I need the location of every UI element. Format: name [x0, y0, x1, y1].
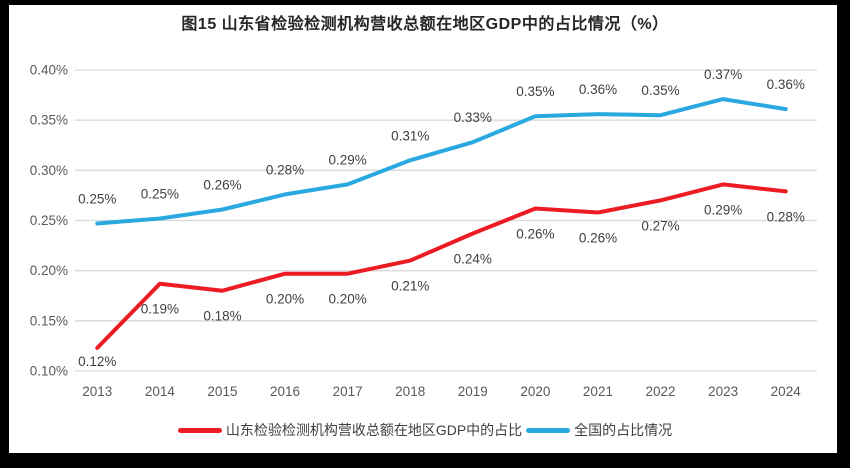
legend-line-swatch-shandong [177, 427, 222, 433]
chart-canvas [9, 5, 837, 453]
data-label: 0.26% [516, 226, 554, 241]
data-label: 0.29% [328, 152, 366, 167]
data-label: 0.25% [141, 186, 179, 201]
data-label: 0.25% [78, 192, 116, 207]
legend-line-swatch-national [526, 427, 571, 433]
x-tick-label: 2020 [520, 384, 550, 399]
x-tick-label: 2015 [207, 384, 237, 399]
data-label: 0.19% [141, 302, 179, 317]
legend-label-national: 全国的占比情况 [574, 422, 673, 438]
x-tick-label: 2022 [646, 384, 676, 399]
legend: 山东检验检测机构营收总额在地区GDP中的占比 全国的占比情况 [0, 420, 850, 440]
data-label: 0.28% [266, 162, 304, 177]
chart-title: 图15 山东省检验检测机构营收总额在地区GDP中的占比情况（%） [181, 16, 669, 33]
data-label: 0.18% [203, 309, 241, 324]
x-tick-label: 2017 [333, 384, 363, 399]
x-tick-label: 2018 [395, 384, 425, 399]
x-tick-label: 2013 [82, 384, 112, 399]
data-label: 0.36% [767, 77, 805, 92]
x-tick-label: 2023 [708, 384, 738, 399]
x-tick-label: 2024 [771, 384, 802, 399]
series-line-national [95, 97, 788, 226]
legend-label-shandong: 山东检验检测机构营收总额在地区GDP中的占比 [225, 422, 523, 438]
y-tick-label: 0.10% [30, 364, 68, 379]
y-tick-label: 0.30% [30, 163, 68, 178]
data-label: 0.26% [203, 177, 241, 192]
data-label: 0.36% [579, 82, 617, 97]
series-line-shandong [95, 182, 788, 350]
x-tick-label: 2014 [145, 384, 176, 399]
data-label: 0.27% [641, 218, 679, 233]
data-label: 0.20% [266, 292, 304, 307]
data-label: 0.29% [704, 202, 742, 217]
data-label: 0.31% [391, 128, 429, 143]
data-label: 0.24% [454, 252, 492, 267]
data-label: 0.35% [641, 83, 679, 98]
x-tick-label: 2016 [270, 384, 300, 399]
y-tick-label: 0.40% [30, 63, 68, 78]
y-tick-label: 0.15% [30, 313, 68, 328]
data-label: 0.28% [767, 209, 805, 224]
data-label: 0.20% [328, 292, 366, 307]
data-label: 0.21% [391, 279, 429, 294]
data-label: 0.33% [454, 110, 492, 125]
x-tick-label: 2019 [458, 384, 488, 399]
y-tick-label: 0.20% [30, 263, 68, 278]
data-label: 0.26% [579, 230, 617, 245]
y-tick-label: 0.25% [30, 213, 68, 228]
data-label: 0.35% [516, 84, 554, 99]
data-label: 0.37% [704, 67, 742, 82]
y-tick-label: 0.35% [30, 113, 68, 128]
data-label: 0.12% [78, 354, 116, 369]
x-tick-label: 2021 [583, 384, 613, 399]
